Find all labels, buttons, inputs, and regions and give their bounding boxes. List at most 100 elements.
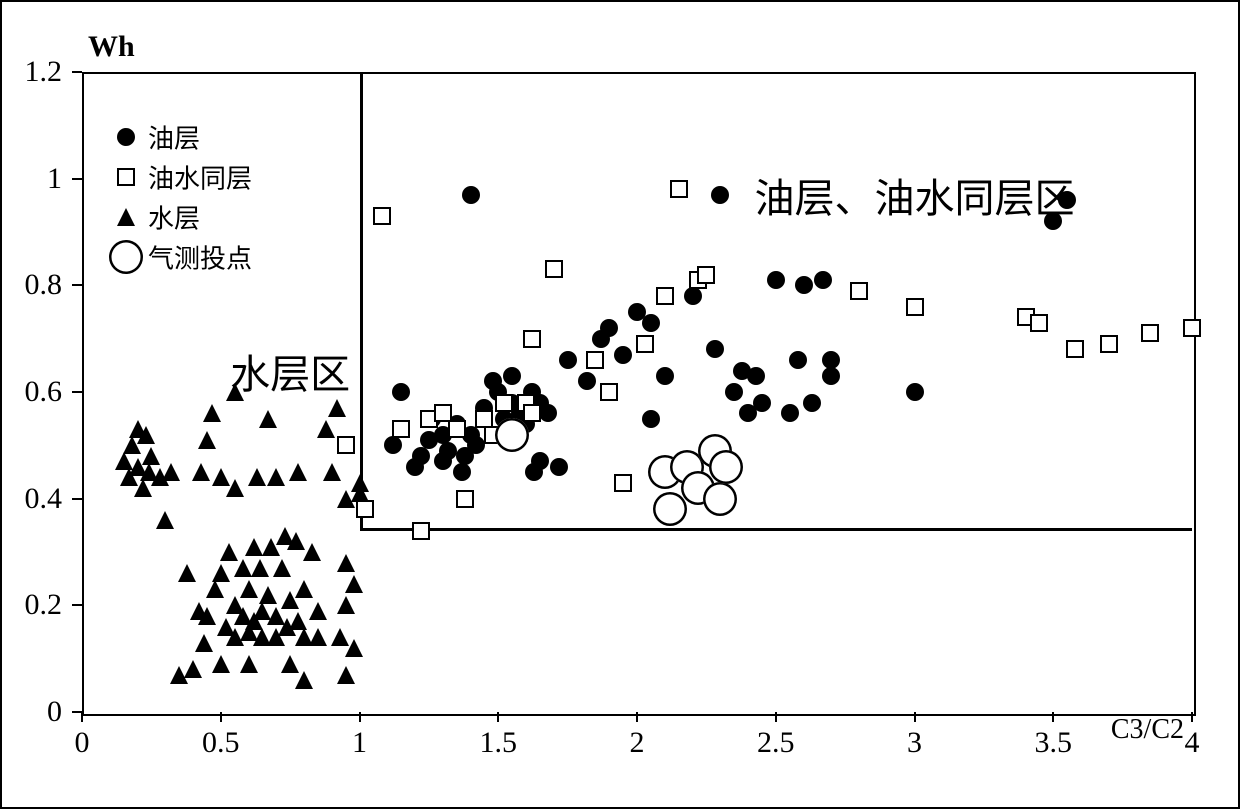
legend-label: 水层 xyxy=(148,199,200,236)
y-tick-label: 0.2 xyxy=(25,588,63,622)
x-tick xyxy=(1052,712,1054,722)
point-oil_water xyxy=(1066,340,1084,358)
point-oil xyxy=(559,351,577,369)
point-water xyxy=(211,563,231,583)
point-oil_water xyxy=(545,260,563,278)
point-water xyxy=(322,462,342,482)
point-water xyxy=(197,606,217,626)
point-water xyxy=(136,425,156,445)
point-oil xyxy=(462,186,480,204)
point-oil xyxy=(539,404,557,422)
point-water xyxy=(336,553,356,573)
x-tick-label: 2 xyxy=(630,726,645,760)
point-water xyxy=(344,638,364,658)
point-water xyxy=(258,585,278,605)
point-water xyxy=(197,430,217,450)
y-tick-label: 0.8 xyxy=(25,268,63,302)
point-oil_water xyxy=(670,180,688,198)
point-oil xyxy=(578,372,596,390)
point-oil xyxy=(503,367,521,385)
x-axis-title: C3/C2 xyxy=(1111,714,1184,746)
point-oil_water xyxy=(1141,324,1159,342)
point-oil_water xyxy=(636,335,654,353)
x-tick xyxy=(1191,712,1193,722)
x-tick xyxy=(775,712,777,722)
point-oil_water xyxy=(373,207,391,225)
point-gas_point xyxy=(495,418,529,452)
point-water xyxy=(336,595,356,615)
point-oil xyxy=(814,271,832,289)
point-water xyxy=(177,563,197,583)
y-tick-label: 0 xyxy=(47,695,62,729)
point-oil_water xyxy=(337,436,355,454)
point-oil xyxy=(906,383,924,401)
region-box-oil xyxy=(360,72,1193,531)
point-oil_water xyxy=(523,404,541,422)
point-oil_water xyxy=(448,420,466,438)
legend-marker-icon xyxy=(116,207,136,227)
point-oil xyxy=(1044,212,1062,230)
point-oil xyxy=(453,463,471,481)
x-tick-label: 4 xyxy=(1185,726,1200,760)
y-tick-label: 0.4 xyxy=(25,482,63,516)
y-tick-label: 1 xyxy=(47,162,62,196)
x-tick xyxy=(497,712,499,722)
y-tick xyxy=(72,284,82,286)
y-tick xyxy=(72,498,82,500)
y-tick xyxy=(72,71,82,73)
y-tick-label: 1.2 xyxy=(25,55,63,89)
point-oil xyxy=(747,367,765,385)
point-oil_water xyxy=(600,383,618,401)
x-tick-label: 3.5 xyxy=(1035,726,1073,760)
legend-label: 油层 xyxy=(148,119,200,156)
point-gas_point xyxy=(709,450,743,484)
y-tick xyxy=(72,391,82,393)
x-tick xyxy=(81,712,83,722)
point-gas_point xyxy=(653,492,687,526)
point-water xyxy=(308,601,328,621)
point-oil xyxy=(725,383,743,401)
legend-label: 油水同层 xyxy=(148,159,252,196)
point-water xyxy=(288,462,308,482)
point-water xyxy=(272,558,292,578)
legend-marker-icon xyxy=(109,240,143,274)
point-oil xyxy=(550,458,568,476)
x-tick xyxy=(914,712,916,722)
point-oil_water xyxy=(1030,314,1048,332)
point-oil_water xyxy=(697,266,715,284)
x-tick-label: 1.5 xyxy=(480,726,518,760)
point-oil xyxy=(789,351,807,369)
point-oil_water xyxy=(656,287,674,305)
x-tick-label: 2.5 xyxy=(757,726,795,760)
point-water xyxy=(294,670,314,690)
legend-marker-icon xyxy=(117,128,135,146)
legend-label: 气测投点 xyxy=(148,239,252,276)
point-oil_water xyxy=(412,522,430,540)
figure-frame: 00.511.522.533.54C3/C200.20.40.60.811.2W… xyxy=(0,0,1240,809)
point-water xyxy=(155,510,175,530)
x-tick xyxy=(359,712,361,722)
point-water xyxy=(141,446,161,466)
y-tick-label: 0.6 xyxy=(25,375,63,409)
point-water xyxy=(327,398,347,418)
point-oil xyxy=(600,319,618,337)
x-tick-label: 1 xyxy=(352,726,367,760)
point-oil xyxy=(656,367,674,385)
point-oil xyxy=(642,314,660,332)
point-oil_water xyxy=(456,490,474,508)
point-oil_water xyxy=(356,500,374,518)
point-water xyxy=(344,574,364,594)
legend-marker-icon xyxy=(117,168,135,186)
point-water xyxy=(247,467,267,487)
point-oil xyxy=(767,271,785,289)
point-water xyxy=(161,462,181,482)
point-water xyxy=(194,633,214,653)
point-oil_water xyxy=(586,351,604,369)
point-oil_water xyxy=(495,394,513,412)
point-water xyxy=(308,627,328,647)
x-tick-label: 3 xyxy=(907,726,922,760)
point-oil xyxy=(439,442,457,460)
point-oil xyxy=(795,276,813,294)
point-oil xyxy=(531,452,549,470)
x-tick-label: 0.5 xyxy=(202,726,240,760)
